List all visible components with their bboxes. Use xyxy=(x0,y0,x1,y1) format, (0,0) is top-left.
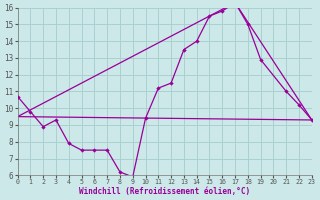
X-axis label: Windchill (Refroidissement éolien,°C): Windchill (Refroidissement éolien,°C) xyxy=(79,187,250,196)
